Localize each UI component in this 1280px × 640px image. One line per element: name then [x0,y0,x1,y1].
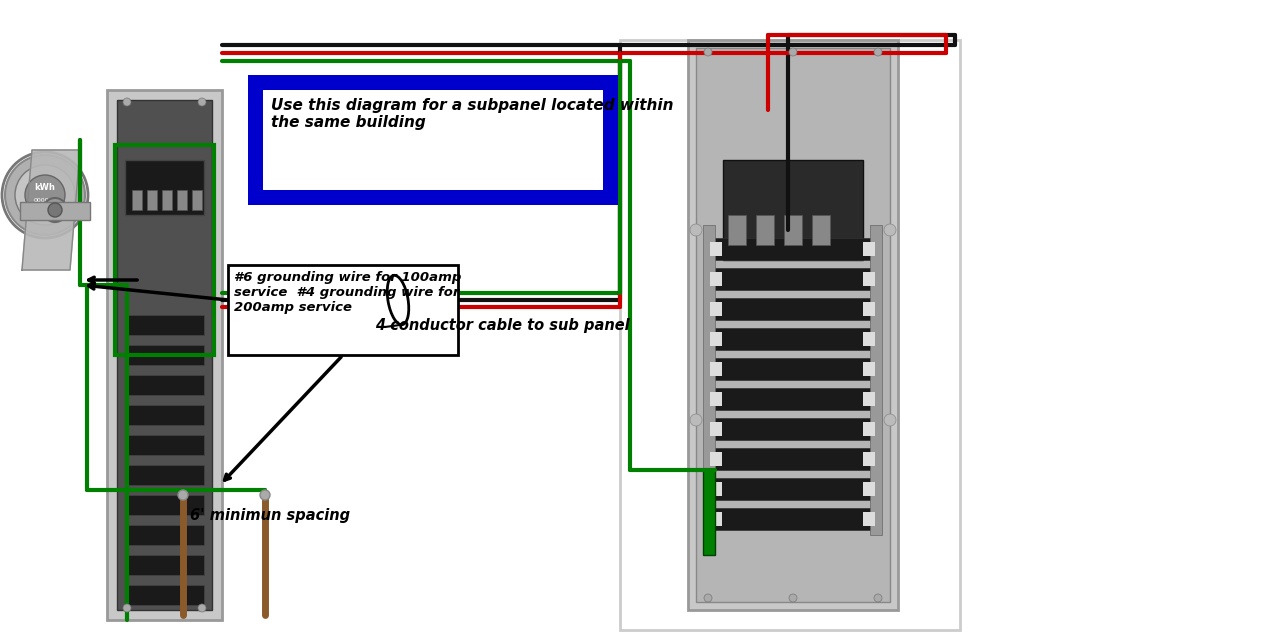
Bar [710,332,722,346]
Text: 4 conductor cable to sub panel: 4 conductor cable to sub panel [375,318,630,333]
Bar [756,215,774,245]
Circle shape [788,594,797,602]
Text: 000000: 000000 [33,198,56,202]
Bar [696,48,890,602]
Circle shape [178,490,188,500]
Text: #6 grounding wire for 100amp
service  #4 grounding wire for
200amp service: #6 grounding wire for 100amp service #4 … [234,271,461,314]
Bar [708,298,878,320]
Circle shape [884,414,896,426]
Circle shape [690,224,701,236]
Bar [125,495,204,515]
Circle shape [198,98,206,106]
Circle shape [123,98,131,106]
Circle shape [704,48,712,56]
Bar [192,190,202,210]
Circle shape [44,198,67,222]
Bar [863,362,876,376]
Circle shape [884,224,896,236]
Bar [262,90,603,190]
Bar [163,190,172,210]
Bar [703,225,716,535]
Bar [863,482,876,496]
Bar [125,405,204,425]
Bar [870,225,882,535]
Circle shape [15,165,76,225]
Bar [710,392,722,406]
Bar [115,145,214,355]
Bar [863,302,876,316]
Bar [125,465,204,485]
Circle shape [123,604,131,612]
Circle shape [260,490,270,500]
Bar [620,40,960,630]
Bar [703,470,716,555]
Bar [710,512,722,526]
Bar [708,448,878,470]
Circle shape [874,48,882,56]
Circle shape [690,414,701,426]
Bar [863,422,876,436]
Bar [708,238,878,260]
Bar [708,508,878,530]
Bar [147,190,157,210]
Bar [863,392,876,406]
Bar [723,160,863,260]
Bar [125,160,204,215]
Circle shape [788,48,797,56]
Text: kWh: kWh [35,182,55,191]
Bar [689,40,899,610]
Bar [708,268,878,290]
Bar [863,272,876,286]
Bar [710,272,722,286]
Bar [863,332,876,346]
Text: Use this diagram for a subpanel located within
the same building: Use this diagram for a subpanel located … [271,98,673,131]
Bar [708,388,878,410]
Bar [125,375,204,395]
Bar [728,215,746,245]
Bar [710,242,722,256]
Bar [710,362,722,376]
Polygon shape [22,150,79,270]
Bar [710,482,722,496]
Circle shape [26,175,65,215]
Bar [863,452,876,466]
Bar [863,242,876,256]
Bar [708,358,878,380]
Bar [116,100,212,610]
Bar [710,422,722,436]
Bar [125,585,204,605]
Bar [708,328,878,350]
Bar [125,315,204,335]
Bar [20,202,90,220]
Bar [708,478,878,500]
Circle shape [5,155,84,235]
Bar [812,215,829,245]
Bar [125,345,204,365]
Bar [863,512,876,526]
Circle shape [704,594,712,602]
Bar [783,215,803,245]
Bar [710,302,722,316]
Circle shape [198,604,206,612]
Bar [108,90,221,620]
Bar [248,75,618,205]
Circle shape [49,203,61,217]
Circle shape [874,594,882,602]
Bar [710,452,722,466]
Bar [228,265,458,355]
Bar [708,418,878,440]
Bar [177,190,187,210]
Bar [125,525,204,545]
Text: 6' minimun spacing: 6' minimun spacing [189,508,351,523]
Bar [125,555,204,575]
Bar [125,435,204,455]
Bar [132,190,142,210]
